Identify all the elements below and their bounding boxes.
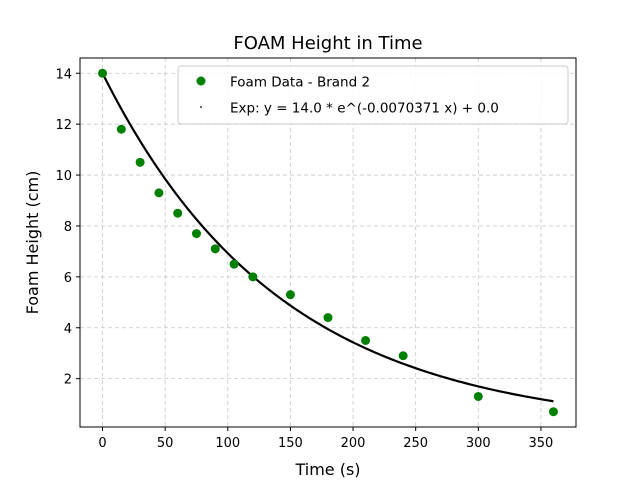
y-tick-label: 8 xyxy=(64,220,72,235)
data-point xyxy=(98,68,108,78)
y-tick-label: 12 xyxy=(55,118,72,133)
data-point xyxy=(473,391,483,401)
y-tick-label: 4 xyxy=(64,322,72,337)
legend-label-fit: Exp: y = 14.0 * e^(-0.0070371 x) + 0.0 xyxy=(230,101,499,117)
legend: Foam Data - Brand 2 Exp: y = 14.0 * e^(-… xyxy=(177,65,569,125)
data-point xyxy=(229,259,239,269)
x-tick-label: 150 xyxy=(278,436,303,451)
fit-curve xyxy=(101,72,554,403)
legend-marker-scatter xyxy=(196,76,206,86)
chart-title: FOAM Height in Time xyxy=(233,33,422,54)
x-axis: 0 50 100 150 200 250 300 350 xyxy=(98,427,553,451)
x-tick-label: 250 xyxy=(403,436,428,451)
data-point xyxy=(173,208,183,218)
y-axis-label: Foam Height (cm) xyxy=(23,171,42,315)
y-tick-label: 10 xyxy=(55,169,72,184)
y-tick-label: 2 xyxy=(64,373,72,388)
data-point xyxy=(154,188,164,198)
data-point xyxy=(285,290,295,300)
plot-frame xyxy=(79,57,577,428)
data-points xyxy=(98,68,558,417)
data-point xyxy=(548,407,558,417)
data-point xyxy=(116,124,126,134)
x-tick-label: 0 xyxy=(98,436,106,451)
legend-frame xyxy=(177,65,569,125)
x-tick-label: 50 xyxy=(157,436,174,451)
x-tick-label: 300 xyxy=(466,436,491,451)
x-tick-label: 100 xyxy=(215,436,240,451)
data-point xyxy=(210,244,220,254)
y-tick-label: 6 xyxy=(64,271,72,286)
data-point xyxy=(361,335,371,345)
x-tick-label: 350 xyxy=(529,436,554,451)
y-tick-label: 14 xyxy=(55,67,72,82)
x-axis-label: Time (s) xyxy=(294,460,360,479)
data-point xyxy=(323,313,333,323)
data-point xyxy=(398,351,408,361)
legend-label-scatter: Foam Data - Brand 2 xyxy=(230,75,370,91)
y-axis: 2 4 6 8 10 12 14 xyxy=(55,67,80,388)
data-point xyxy=(135,157,145,167)
data-point xyxy=(248,272,258,282)
x-tick-label: 200 xyxy=(341,436,366,451)
data-point xyxy=(191,229,201,239)
legend-marker-fit xyxy=(200,106,202,108)
fit-layer xyxy=(101,72,554,403)
